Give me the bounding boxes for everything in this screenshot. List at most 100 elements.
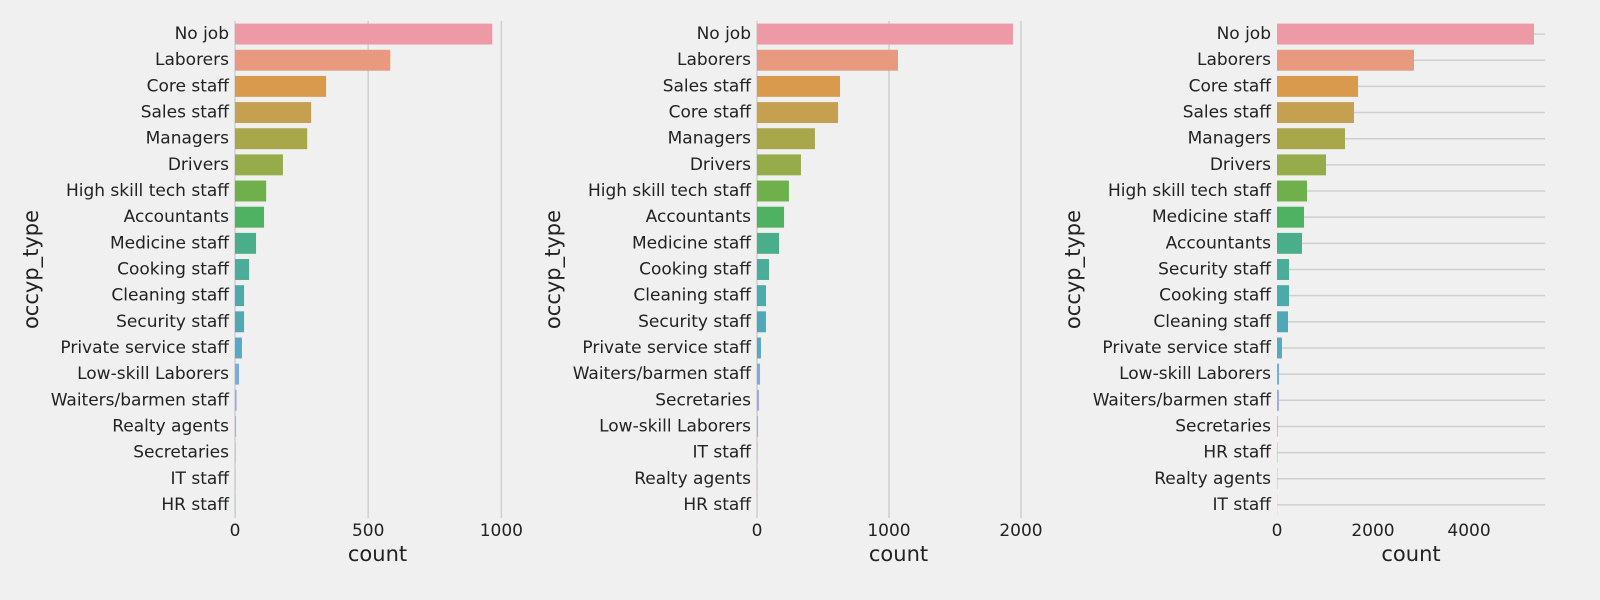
y-tick-label: Sales staff: [663, 76, 753, 96]
bar: [235, 363, 239, 385]
y-tick-label: Realty agents: [112, 416, 229, 436]
bar: [235, 49, 391, 71]
bar: [1277, 337, 1282, 359]
bar: [235, 232, 257, 254]
bar: [757, 154, 801, 176]
y-tick-label: Cooking staff: [639, 260, 752, 280]
bar: [757, 75, 841, 97]
bar: [235, 337, 242, 359]
y-tick-label: Drivers: [168, 155, 229, 175]
y-tick-label: Private service staff: [1102, 338, 1272, 358]
y-tick-label: Medicine staff: [1152, 207, 1272, 227]
bar: [235, 23, 493, 45]
x-tick-label: 2000: [999, 521, 1042, 541]
bar: [1277, 102, 1354, 124]
y-tick-label: IT staff: [1213, 495, 1273, 515]
y-tick-label: Managers: [1188, 129, 1272, 149]
bar: [757, 259, 770, 280]
y-tick-label: HR staff: [1203, 443, 1272, 463]
y-tick-label: No job: [175, 24, 229, 44]
y-tick-label: Cooking staff: [117, 260, 230, 280]
y-tick-label: High skill tech staff: [66, 181, 230, 201]
x-tick-label: 0: [1272, 521, 1283, 541]
y-tick-label: Realty agents: [634, 469, 751, 489]
x-axis-label: count: [1381, 542, 1440, 566]
y-tick-label: Waiters/barmen staff: [1093, 390, 1273, 410]
y-tick-label: Security staff: [638, 312, 752, 332]
bar: [235, 389, 237, 411]
x-tick-label: 500: [352, 521, 384, 541]
bar: [235, 180, 267, 202]
y-tick-label: Accountants: [124, 207, 229, 227]
bar: [757, 232, 780, 254]
bar: [757, 415, 759, 437]
y-tick-label: Laborers: [155, 50, 229, 70]
bar: [757, 102, 839, 124]
y-tick-label: High skill tech staff: [1108, 181, 1272, 201]
bar: [757, 337, 761, 359]
y-tick-label: High skill tech staff: [588, 181, 752, 201]
x-tick-label: 1000: [480, 521, 523, 541]
y-tick-label: IT staff: [693, 443, 753, 463]
y-tick-label: Laborers: [677, 50, 751, 70]
bar: [235, 259, 250, 280]
bar: [1277, 415, 1278, 437]
bar: [1277, 206, 1305, 228]
bar: [757, 49, 898, 71]
bar: [235, 75, 327, 97]
bar: [1277, 363, 1280, 385]
y-tick-label: Waiters/barmen staff: [51, 390, 231, 410]
y-axis-label: occyp_type: [1061, 210, 1086, 329]
y-tick-label: Realty agents: [1154, 469, 1271, 489]
bar: [1277, 285, 1290, 307]
bar: [235, 206, 265, 228]
y-tick-label: Core staff: [1189, 76, 1273, 96]
x-axis-label: count: [869, 542, 928, 566]
y-axis-label: occyp_type: [541, 210, 566, 329]
y-tick-label: Cooking staff: [1159, 286, 1272, 306]
y-tick-label: Medicine staff: [632, 233, 752, 253]
y-tick-label: Drivers: [1210, 155, 1271, 175]
y-tick-label: Accountants: [646, 207, 751, 227]
bar: [757, 311, 766, 333]
x-tick-label: 1000: [867, 521, 910, 541]
y-tick-label: Sales staff: [1183, 103, 1273, 123]
bar: [1277, 128, 1346, 150]
bar: [1277, 49, 1415, 71]
y-tick-label: Managers: [668, 129, 752, 149]
y-tick-label: Secretaries: [133, 443, 229, 463]
bar: [1277, 232, 1303, 254]
bar: [757, 180, 789, 202]
bar: [1277, 311, 1288, 333]
bar: [757, 285, 766, 307]
bar: [757, 128, 815, 150]
bar: [1277, 180, 1308, 202]
y-tick-label: HR staff: [683, 495, 752, 515]
bar: [235, 154, 283, 176]
bar: [1277, 154, 1327, 176]
x-tick-label: 2000: [1351, 521, 1394, 541]
bar: [757, 389, 759, 411]
bar: [1277, 389, 1279, 411]
y-tick-label: Medicine staff: [110, 233, 230, 253]
bar: [1277, 23, 1535, 45]
y-tick-label: Sales staff: [141, 103, 231, 123]
bar: [1277, 259, 1290, 280]
x-tick-label: 0: [230, 521, 241, 541]
y-tick-label: Security staff: [116, 312, 230, 332]
y-tick-label: Managers: [146, 129, 230, 149]
y-tick-label: Core staff: [669, 103, 753, 123]
bar: [757, 206, 785, 228]
x-tick-label: 0: [752, 521, 763, 541]
y-tick-label: Private service staff: [582, 338, 752, 358]
x-tick-label: 4000: [1447, 521, 1490, 541]
y-tick-label: Cleaning staff: [1153, 312, 1272, 332]
bar: [235, 285, 245, 307]
y-tick-label: Cleaning staff: [111, 286, 230, 306]
y-tick-label: Secretaries: [1175, 416, 1271, 436]
y-tick-label: Low-skill Laborers: [77, 364, 229, 384]
bar: [235, 128, 308, 150]
y-tick-label: Low-skill Laborers: [599, 416, 751, 436]
x-axis-label: count: [348, 542, 407, 566]
